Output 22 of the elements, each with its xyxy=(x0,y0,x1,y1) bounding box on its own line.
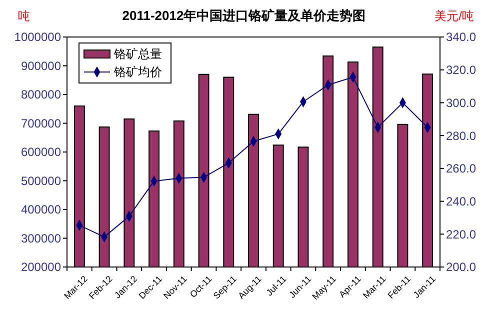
y2-tick-label: 240.0 xyxy=(446,194,476,208)
legend-label: 铬矿均价 xyxy=(113,65,162,80)
y2-tick-label: 280.0 xyxy=(446,128,476,143)
y2-tick-label: 220.0 xyxy=(446,227,476,242)
y-tick-label: 300000 xyxy=(20,231,62,246)
legend-label: 铬矿总量 xyxy=(113,47,162,62)
y-axis-title: 吨 xyxy=(18,9,30,23)
y-tick-label: 900000 xyxy=(20,58,62,73)
y2-tick-label: 320.0 xyxy=(446,63,476,78)
y-tick-label: 700000 xyxy=(20,116,62,130)
y-tick-label: 500000 xyxy=(20,174,62,188)
y2-axis-title: 美元/吨 xyxy=(434,9,474,23)
y2-tick-label: 340.0 xyxy=(446,30,476,44)
y2-tick-label: 300.0 xyxy=(446,96,476,110)
y-tick-label: 600000 xyxy=(20,145,62,160)
y-tick-label: 200000 xyxy=(20,260,62,274)
chart-title: 2011-2012年中国进口铬矿量及单价走势图 xyxy=(122,8,366,23)
y2-tick-label: 260.0 xyxy=(446,162,476,176)
y-tick-label: 1000000 xyxy=(14,30,62,44)
y-tick-label: 800000 xyxy=(20,88,62,102)
y-tick-label: 400000 xyxy=(20,202,62,217)
y2-tick-label: 200.0 xyxy=(446,260,476,274)
